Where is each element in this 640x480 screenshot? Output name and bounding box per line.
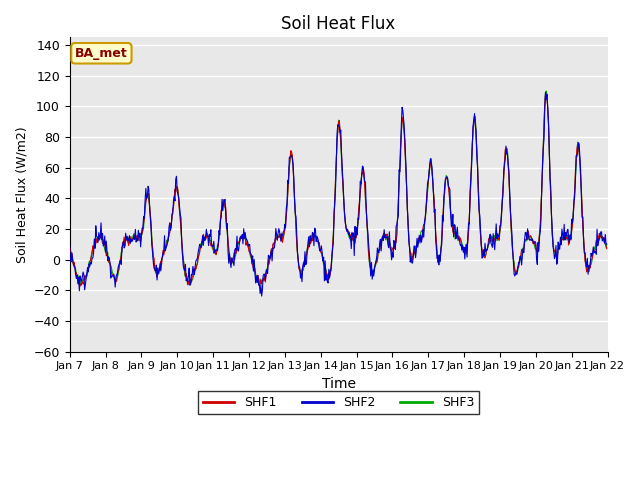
Title: Soil Heat Flux: Soil Heat Flux [282, 15, 396, 33]
X-axis label: Time: Time [321, 377, 356, 391]
Y-axis label: Soil Heat Flux (W/m2): Soil Heat Flux (W/m2) [15, 126, 28, 263]
Legend: SHF1, SHF2, SHF3: SHF1, SHF2, SHF3 [198, 391, 479, 414]
Text: BA_met: BA_met [75, 47, 128, 60]
